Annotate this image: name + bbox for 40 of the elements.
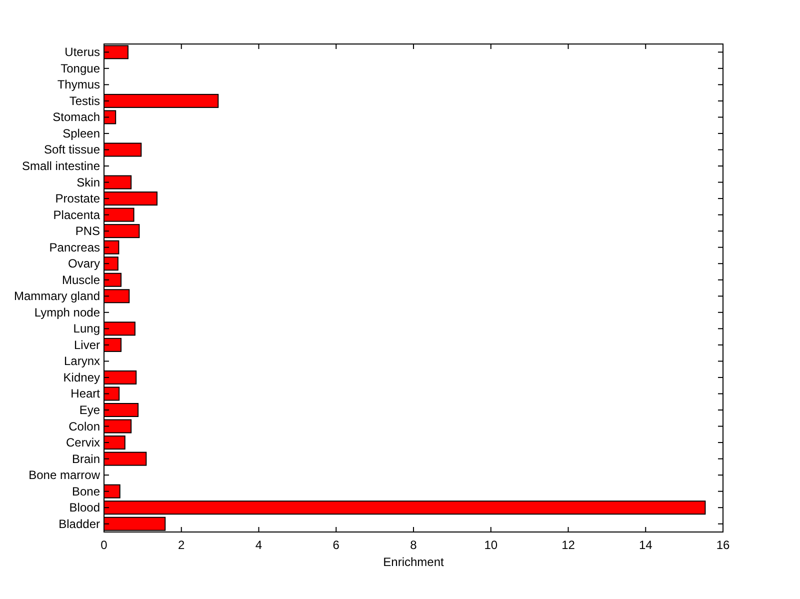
y-tick-label: Skin: [76, 175, 100, 190]
y-tick-label: Larynx: [64, 354, 100, 368]
y-tick-label: Heart: [70, 386, 101, 401]
x-tick-label: 14: [638, 538, 653, 552]
y-tick-label: Testis: [69, 94, 100, 108]
x-tick-label: 8: [410, 538, 418, 552]
x-tick-label: 10: [484, 538, 498, 552]
y-tick-label: Thymus: [57, 78, 100, 92]
y-tick-label: Muscle: [62, 272, 100, 287]
x-tick-label: 16: [716, 538, 730, 552]
y-tick-label: Prostate: [55, 192, 100, 206]
y-tick-label: Mammary gland: [14, 289, 100, 304]
y-tick-label: Pancreas: [49, 240, 100, 254]
y-tick-label: Liver: [74, 338, 100, 352]
y-tick-label: Small intestine: [22, 159, 100, 173]
y-tick-label: Colon: [68, 419, 100, 434]
y-tick-label: Placenta: [53, 208, 100, 222]
x-tick-label: 2: [178, 538, 186, 552]
x-tick-label: 6: [332, 538, 340, 552]
y-tick-label: Lung: [73, 322, 100, 336]
y-tick-label: Eye: [79, 403, 100, 417]
y-tick-label: Blood: [69, 500, 100, 515]
x-axis-title: Enrichment: [383, 555, 445, 569]
y-tick-label: Bladder: [58, 516, 100, 531]
y-tick-label: PNS: [75, 224, 100, 238]
y-tick-label: Soft tissue: [44, 142, 100, 157]
y-tick-label: Brain: [72, 452, 100, 466]
y-tick-label: Uterus: [64, 45, 100, 60]
y-tick-label: Bone: [72, 484, 100, 498]
y-tick-label: Bone marrow: [28, 468, 100, 482]
x-tick-label: 12: [562, 538, 576, 552]
y-tick-label: Cervix: [66, 436, 100, 450]
y-tick-label: Ovary: [68, 256, 100, 271]
y-tick-label: Kidney: [63, 370, 100, 384]
y-tick-label: Tongue: [60, 61, 100, 76]
x-tick-label: 4: [255, 538, 262, 552]
y-tick-label: Spleen: [62, 126, 100, 140]
x-tick-label: 0: [100, 538, 108, 552]
y-tick-label: Lymph node: [34, 305, 100, 320]
y-tick-label: Stomach: [52, 110, 100, 124]
